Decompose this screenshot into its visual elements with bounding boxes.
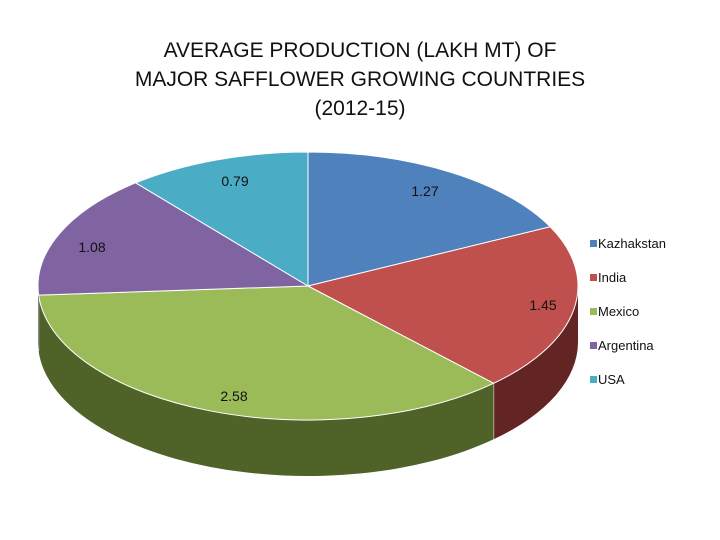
pie-slice-india	[306, 226, 579, 384]
data-label-mexico: 2.58	[220, 388, 247, 404]
legend-label: India	[598, 269, 627, 285]
legend-swatch	[590, 341, 597, 349]
pie-top	[37, 151, 579, 421]
pie-slice-mexico	[38, 285, 495, 421]
legend: Kazhakstan India Mexico Argentina USA	[590, 226, 666, 396]
legend-swatch	[590, 239, 597, 247]
chart-title: AVERAGE PRODUCTION (LAKH MT) OF MAJOR SA…	[60, 36, 660, 123]
legend-item-india: India	[590, 260, 666, 294]
legend-label: Kazhakstan	[598, 235, 666, 251]
pie-side-argentina	[38, 286, 39, 352]
legend-item-argentina: Argentina	[590, 328, 666, 362]
legend-swatch	[590, 273, 597, 281]
pie-data-labels: 1.27 1.45 2.58 1.08 0.79	[78, 173, 556, 404]
pie-slice-argentina	[37, 182, 310, 296]
title-line-3: (2012-15)	[314, 97, 406, 120]
legend-label: Argentina	[598, 337, 654, 353]
pie-slice-usa	[134, 151, 309, 287]
title-line-1: AVERAGE PRODUCTION (LAKH MT) OF	[163, 39, 557, 62]
legend-swatch	[590, 307, 597, 315]
data-label-usa: 0.79	[221, 173, 248, 189]
legend-label: Mexico	[598, 303, 640, 319]
legend-item-mexico: Mexico	[590, 294, 666, 328]
legend-item-usa: USA	[590, 362, 666, 396]
legend-swatch	[590, 375, 597, 383]
pie-side-india	[493, 286, 578, 440]
title-line-2: MAJOR SAFFLOWER GROWING COUNTRIES	[134, 68, 586, 91]
legend-label: USA	[598, 371, 625, 387]
data-label-india: 1.45	[529, 297, 556, 313]
legend-item-kazhakstan: Kazhakstan	[590, 226, 666, 260]
pie-side-mexico	[38, 295, 494, 477]
pie-sides	[38, 286, 578, 477]
pie-slice-kazhakstan	[307, 151, 552, 287]
data-label-argentina: 1.08	[78, 239, 105, 255]
data-label-kazhakstan: 1.27	[411, 183, 438, 199]
